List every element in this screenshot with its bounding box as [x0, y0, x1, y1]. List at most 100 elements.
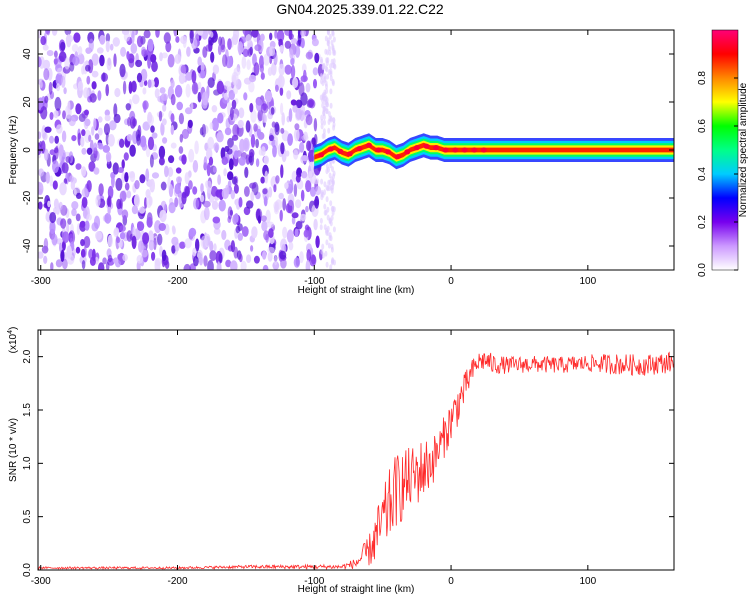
noise-fade-blob: [321, 243, 325, 250]
noise-fade-blob: [329, 68, 333, 75]
noise-blob: [200, 235, 208, 249]
noise-blob: [62, 258, 68, 270]
noise-blob: [232, 123, 240, 137]
noise-blob: [288, 108, 293, 122]
noise-blob: [250, 134, 256, 148]
noise-blob: [83, 236, 91, 248]
noise-blob: [186, 46, 191, 57]
noise-blob: [245, 120, 251, 133]
noise-blob: [209, 31, 214, 38]
noise-blob: [168, 202, 176, 214]
noise-blob: [80, 136, 85, 147]
noise-blob: [95, 194, 101, 207]
noise-blob: [305, 205, 309, 213]
noise-blob: [260, 72, 265, 80]
noise-blob: [98, 127, 103, 136]
noise-blob: [264, 90, 273, 103]
noise-blob: [81, 147, 87, 155]
noise-blob: [203, 156, 208, 170]
noise-blob: [58, 144, 64, 157]
noise-fade-blob: [328, 49, 332, 56]
noise-blob: [203, 206, 210, 221]
noise-blob: [60, 218, 67, 229]
noise-blob: [260, 33, 265, 42]
noise-blob: [80, 248, 86, 258]
noise-blob: [79, 221, 86, 228]
noise-blob: [208, 156, 214, 166]
noise-blob: [267, 246, 275, 254]
noise-blob: [184, 107, 193, 115]
noise-blob: [267, 251, 273, 262]
noise-blob: [46, 30, 51, 36]
noise-blob: [173, 30, 178, 37]
noise-blob: [93, 117, 97, 130]
noise-blob: [216, 131, 224, 143]
noise-blob: [158, 145, 166, 159]
noise-blob: [254, 44, 262, 52]
noise-blob: [135, 59, 143, 68]
noise-blob: [282, 198, 287, 211]
noise-blob: [49, 135, 54, 144]
noise-blob: [237, 41, 244, 55]
noise-blob: [56, 67, 64, 75]
noise-blob: [104, 109, 111, 117]
noise-blob: [272, 261, 280, 270]
noise-blob: [279, 209, 283, 222]
noise-blob: [231, 99, 237, 110]
noise-blob: [106, 57, 112, 71]
noise-blob: [200, 69, 206, 79]
noise-blob: [102, 144, 111, 153]
noise-blob: [209, 240, 214, 252]
noise-blob: [147, 136, 155, 150]
noise-fade-blob: [329, 235, 333, 242]
signal-peak: [471, 147, 478, 153]
noise-blob: [266, 221, 274, 228]
noise-fade-blob: [329, 115, 333, 122]
noise-blob: [161, 249, 167, 262]
noise-blob: [300, 37, 305, 49]
noise-blob: [133, 194, 140, 208]
noise-blob: [192, 186, 198, 195]
noise-blob: [238, 156, 246, 166]
noise-blob: [85, 64, 91, 72]
noise-blob: [113, 257, 119, 264]
noise-blob: [227, 206, 233, 220]
noise-blob: [175, 167, 182, 174]
noise-blob: [175, 36, 180, 43]
noise-blob: [124, 172, 129, 183]
noise-fade-blob: [325, 163, 329, 170]
noise-blob: [315, 235, 320, 249]
noise-blob: [109, 120, 117, 131]
x-tick-label: -100: [304, 576, 324, 587]
noise-blob: [250, 191, 255, 202]
noise-blob: [58, 51, 67, 63]
noise-blob: [242, 30, 249, 36]
noise-blob: [105, 84, 109, 97]
noise-blob: [138, 240, 144, 253]
noise-blob: [61, 231, 70, 243]
noise-blob: [251, 30, 259, 38]
noise-blob: [42, 44, 49, 51]
signal-peak: [385, 149, 392, 155]
noise-blob: [275, 84, 279, 93]
noise-blob: [111, 174, 115, 188]
noise-blob: [246, 200, 254, 209]
noise-blob: [64, 57, 70, 70]
noise-blob: [93, 142, 97, 151]
colorbar: 0.0 0.2 0.4 0.6 0.8 Normalized spectral ampl…: [697, 29, 749, 277]
noise-blob: [95, 231, 103, 241]
noise-fade-blob: [320, 74, 324, 81]
noise-blob: [288, 241, 294, 251]
noise-fade-blob: [324, 250, 328, 257]
noise-blob: [170, 79, 175, 89]
noise-blob: [308, 171, 313, 178]
noise-blob: [244, 186, 250, 197]
snr-plot-area: [38, 330, 674, 570]
noise-blob: [243, 206, 251, 216]
noise-blob: [75, 192, 82, 199]
noise-blob: [142, 87, 147, 95]
noise-blob: [179, 133, 183, 143]
noise-fade-blob: [329, 200, 333, 207]
y-tick-label: 40: [22, 48, 33, 60]
x-tick-label: 100: [579, 576, 596, 587]
